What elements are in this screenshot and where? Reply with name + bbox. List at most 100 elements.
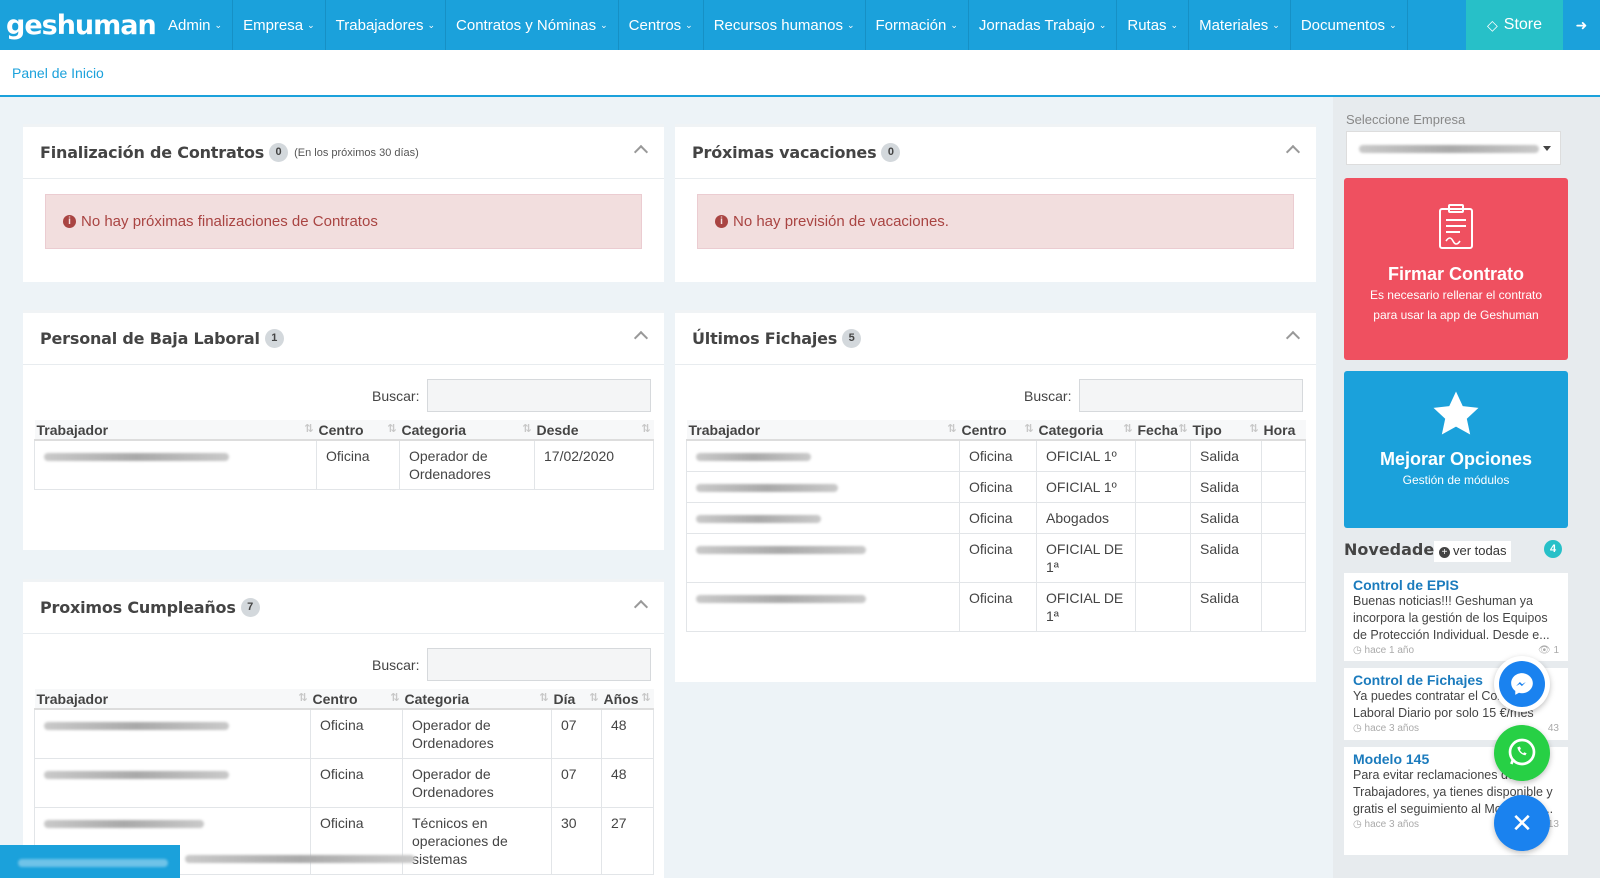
views-count: 1 xyxy=(1553,645,1559,656)
search-input[interactable] xyxy=(427,379,652,412)
chevron-down-icon: ⌄ xyxy=(1170,19,1179,30)
column-header[interactable]: Categoria ⇅ xyxy=(399,420,535,441)
panel-title: Próximas vacaciones xyxy=(692,143,877,162)
chevron-down-icon: ⌄ xyxy=(214,19,223,30)
column-header[interactable]: Día ⇅ xyxy=(551,689,602,710)
news-title[interactable]: Modelo 145 xyxy=(1353,751,1430,767)
centro-cell: Oficina xyxy=(959,439,1037,472)
redacted-name xyxy=(44,722,229,730)
column-header[interactable]: Centro ⇅ xyxy=(310,689,403,710)
column-header[interactable]: Categoria ⇅ xyxy=(1036,420,1136,441)
nav-materiales[interactable]: Materiales ⌄ xyxy=(1189,0,1291,50)
sort-icon: ⇅ xyxy=(589,692,599,704)
nav-recursos-humanos[interactable]: Recursos humanos ⌄ xyxy=(704,0,866,50)
user-status-bar[interactable] xyxy=(0,845,180,878)
collapse-icon[interactable] xyxy=(633,330,649,346)
redacted-name xyxy=(696,515,821,523)
column-header[interactable]: Centro ⇅ xyxy=(959,420,1037,441)
store-button[interactable]: ◇ Store xyxy=(1466,0,1563,50)
column-header[interactable]: Trabajador ⇅ xyxy=(686,420,960,441)
nav-contratos[interactable]: Contratos y Nóminas ⌄ xyxy=(446,0,619,50)
column-header[interactable]: Años ⇅ xyxy=(601,689,654,710)
nav-centros[interactable]: Centros ⌄ xyxy=(619,0,704,50)
company-select[interactable] xyxy=(1346,131,1561,165)
fecha-cell xyxy=(1135,439,1191,472)
nav-rutas[interactable]: Rutas ⌄ xyxy=(1117,0,1190,50)
company-select-label: Seleccione Empresa xyxy=(1346,112,1466,127)
table-row[interactable]: Oficina Abogados Salida xyxy=(686,502,1306,534)
fecha-cell xyxy=(1135,471,1191,503)
tipo-cell: Salida xyxy=(1190,502,1262,534)
column-header[interactable]: Fecha ⇅ xyxy=(1135,420,1191,441)
anos-cell: 48 xyxy=(601,708,654,759)
count-badge: 0 xyxy=(269,143,289,162)
table-row[interactable]: Oficina OFICIAL DE 1ª Salida xyxy=(686,533,1306,583)
collapse-icon[interactable] xyxy=(1285,144,1301,160)
table-row[interactable]: Oficina OFICIAL 1º Salida xyxy=(686,471,1306,503)
categoria-cell: Técnicos en operaciones de sistemas xyxy=(402,807,552,875)
table-row[interactable]: Oficina OFICIAL DE 1ª Salida xyxy=(686,582,1306,632)
collapse-icon[interactable] xyxy=(633,599,649,615)
messenger-icon xyxy=(1499,661,1545,707)
centro-cell: Oficina xyxy=(310,758,403,808)
nav-documentos[interactable]: Documentos ⌄ xyxy=(1291,0,1408,50)
column-header[interactable]: Trabajador ⇅ xyxy=(34,420,317,441)
collapse-icon[interactable] xyxy=(633,144,649,160)
search-input[interactable] xyxy=(427,648,652,681)
hora-cell xyxy=(1261,502,1306,534)
nav-label: Contratos y Nóminas xyxy=(456,16,597,34)
column-header[interactable]: Categoria ⇅ xyxy=(402,689,552,710)
column-header[interactable]: Desde ⇅ xyxy=(534,420,654,441)
news-footer: ◷ hace 1 año 👁 1 xyxy=(1353,645,1559,656)
news-item[interactable]: Control de EPIS Buenas noticias!!! Geshu… xyxy=(1344,573,1568,661)
column-header[interactable]: Centro ⇅ xyxy=(316,420,400,441)
alert-text: No hay previsión de vacaciones. xyxy=(733,213,949,230)
breadcrumb-home-link[interactable]: Panel de Inicio xyxy=(12,65,104,81)
nav-admin[interactable]: Admin ⌄ xyxy=(158,0,234,50)
table-row[interactable]: Oficina OFICIAL 1º Salida xyxy=(686,439,1306,472)
categoria-cell: OFICIAL DE 1ª xyxy=(1036,533,1136,583)
whatsapp-button[interactable] xyxy=(1494,725,1550,781)
news-body: Ya puedes contratar el Control Laboral D… xyxy=(1353,689,1534,720)
news-heading: Novedades xyxy=(1344,540,1444,559)
panel-header: Finalización de Contratos 0 (En los próx… xyxy=(23,127,664,179)
sign-contract-card[interactable]: Firmar Contrato Es necesario rellenar el… xyxy=(1344,178,1568,360)
redacted-name xyxy=(696,546,866,554)
centro-cell: Oficina xyxy=(316,439,400,490)
chevron-down-icon: ⌄ xyxy=(950,19,958,30)
table-row[interactable]: Oficina Operador de Ordenadores 07 48 xyxy=(34,758,654,808)
geshuman-logo[interactable]: geshuman xyxy=(6,9,157,41)
table-row[interactable]: Oficina Operador de Ordenadores 07 48 xyxy=(34,708,654,759)
close-icon: ✕ xyxy=(1511,807,1533,838)
nav-empresa[interactable]: Empresa ⌄ xyxy=(233,0,326,50)
table-row[interactable]: Oficina Técnicos en operaciones de siste… xyxy=(34,807,654,875)
panel-header: Últimos Fichajes 5 xyxy=(675,313,1316,365)
news-title[interactable]: Control de EPIS xyxy=(1353,577,1459,593)
fecha-cell xyxy=(1135,533,1191,583)
news-views: 👁 1 xyxy=(1537,645,1559,656)
sort-icon: ⇅ xyxy=(390,692,400,704)
nav-formacion[interactable]: Formación ⌄ xyxy=(866,0,969,50)
redacted-name xyxy=(44,820,204,828)
upgrade-options-card[interactable]: Mejorar Opciones Gestión de módulos xyxy=(1344,371,1568,528)
info-icon: i xyxy=(63,215,76,228)
table-row[interactable]: Oficina Operador de Ordenadores 17/02/20… xyxy=(34,439,654,490)
nav-jornadas[interactable]: Jornadas Trabajo ⌄ xyxy=(969,0,1118,50)
collapse-icon[interactable] xyxy=(1285,330,1301,346)
logout-icon[interactable]: ➜ xyxy=(1575,16,1588,33)
news-views: 43 xyxy=(1548,723,1559,734)
column-header[interactable]: Hora xyxy=(1261,420,1306,441)
news-title[interactable]: Control de Fichajes xyxy=(1353,672,1483,688)
column-header[interactable]: Tipo ⇅ xyxy=(1190,420,1262,441)
messenger-button[interactable] xyxy=(1494,656,1550,712)
card-text: Es necesario rellenar el contrato para u… xyxy=(1369,288,1543,322)
see-all-news-button[interactable]: + ver todas xyxy=(1434,541,1512,562)
close-chat-button[interactable]: ✕ xyxy=(1494,795,1550,851)
anos-cell: 27 xyxy=(601,807,654,875)
nav-trabajadores[interactable]: Trabajadores ⌄ xyxy=(326,0,447,50)
panel-title: Finalización de Contratos xyxy=(40,143,265,162)
search-input[interactable] xyxy=(1079,379,1304,412)
column-header[interactable]: Trabajador ⇅ xyxy=(34,689,311,710)
categoria-cell: OFICIAL 1º xyxy=(1036,471,1136,503)
nav-label: Recursos humanos xyxy=(713,16,843,34)
